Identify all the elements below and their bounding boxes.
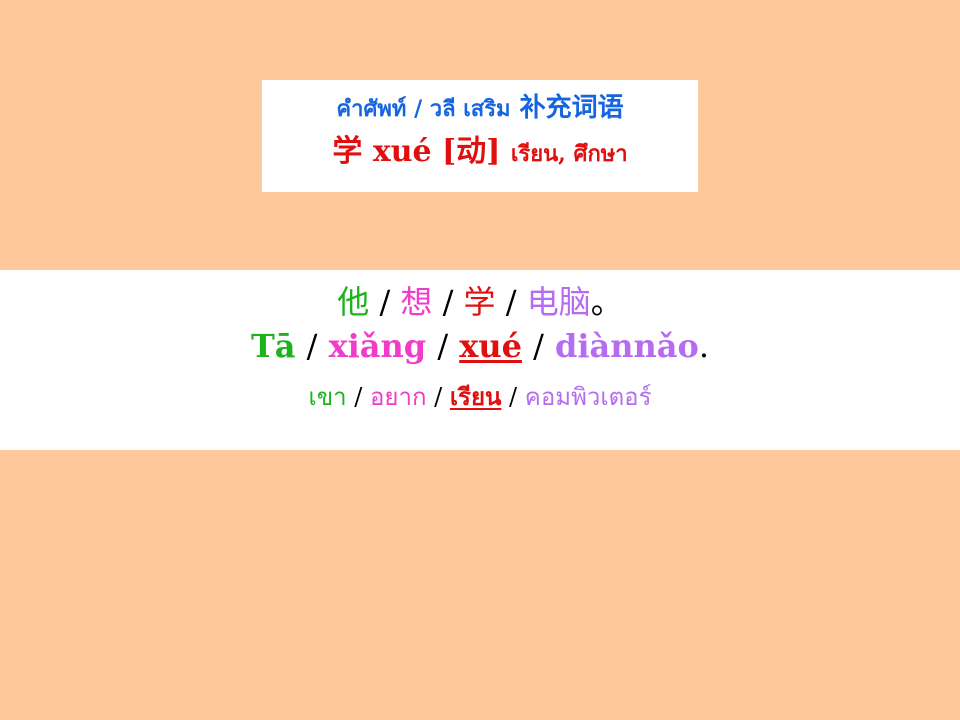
hanzi-end-punct: 。 bbox=[590, 283, 623, 321]
thai-word-2: อยาก bbox=[369, 383, 427, 411]
pinyin-end-punct: . bbox=[698, 327, 710, 365]
pinyin-word-2: xiǎng bbox=[328, 327, 427, 365]
title-card: คำศัพท์ / วลี เสริม 补充词语 学 xué [动] เรียน… bbox=[262, 80, 698, 192]
separator: / bbox=[379, 283, 391, 321]
hanzi-word-2: 想 bbox=[400, 283, 433, 321]
sentence-thai-row: เขา / อยาก / เรียน / คอมพิวเตอร์ bbox=[0, 380, 960, 414]
separator: / bbox=[442, 283, 454, 321]
vocab-word: 学 xué [动] เรียน, ศึกษา bbox=[262, 129, 698, 177]
separator: / bbox=[306, 327, 318, 365]
separator: / bbox=[505, 283, 517, 321]
vocab-word-meaning: เรียน, ศึกษา bbox=[510, 141, 628, 167]
example-sentence-panel: 他 / 想 / 学 / 电脑。 Tā / xiǎng / xué / diànn… bbox=[0, 270, 960, 450]
hanzi-word-1: 他 bbox=[337, 283, 370, 321]
thai-word-3: เรียน bbox=[449, 382, 502, 411]
hanzi-word-4: 电脑 bbox=[526, 283, 591, 321]
separator: / bbox=[533, 327, 544, 365]
vocab-heading-thai: คำศัพท์ / วลี เสริม bbox=[336, 96, 511, 122]
thai-word-4: คอมพิวเตอร์ bbox=[524, 383, 652, 411]
thai-word-1: เขา bbox=[308, 383, 347, 411]
vocab-word-entry: 学 xué [动] bbox=[332, 134, 501, 169]
separator: / bbox=[509, 383, 518, 411]
pinyin-word-4: diànnǎo bbox=[555, 327, 699, 365]
separator: / bbox=[354, 383, 363, 411]
vocab-heading: คำศัพท์ / วลี เสริม 补充词语 bbox=[262, 88, 698, 129]
pinyin-word-3: xué bbox=[459, 327, 522, 365]
vocab-heading-chinese: 补充词语 bbox=[519, 93, 624, 123]
separator: / bbox=[437, 327, 449, 365]
sentence-hanzi-row: 他 / 想 / 学 / 电脑。 bbox=[0, 282, 960, 322]
hanzi-word-3: 学 bbox=[463, 283, 496, 321]
sentence-pinyin-row: Tā / xiǎng / xué / diànnǎo. bbox=[0, 326, 960, 366]
separator: / bbox=[434, 383, 443, 411]
pinyin-word-1: Tā bbox=[250, 327, 296, 365]
